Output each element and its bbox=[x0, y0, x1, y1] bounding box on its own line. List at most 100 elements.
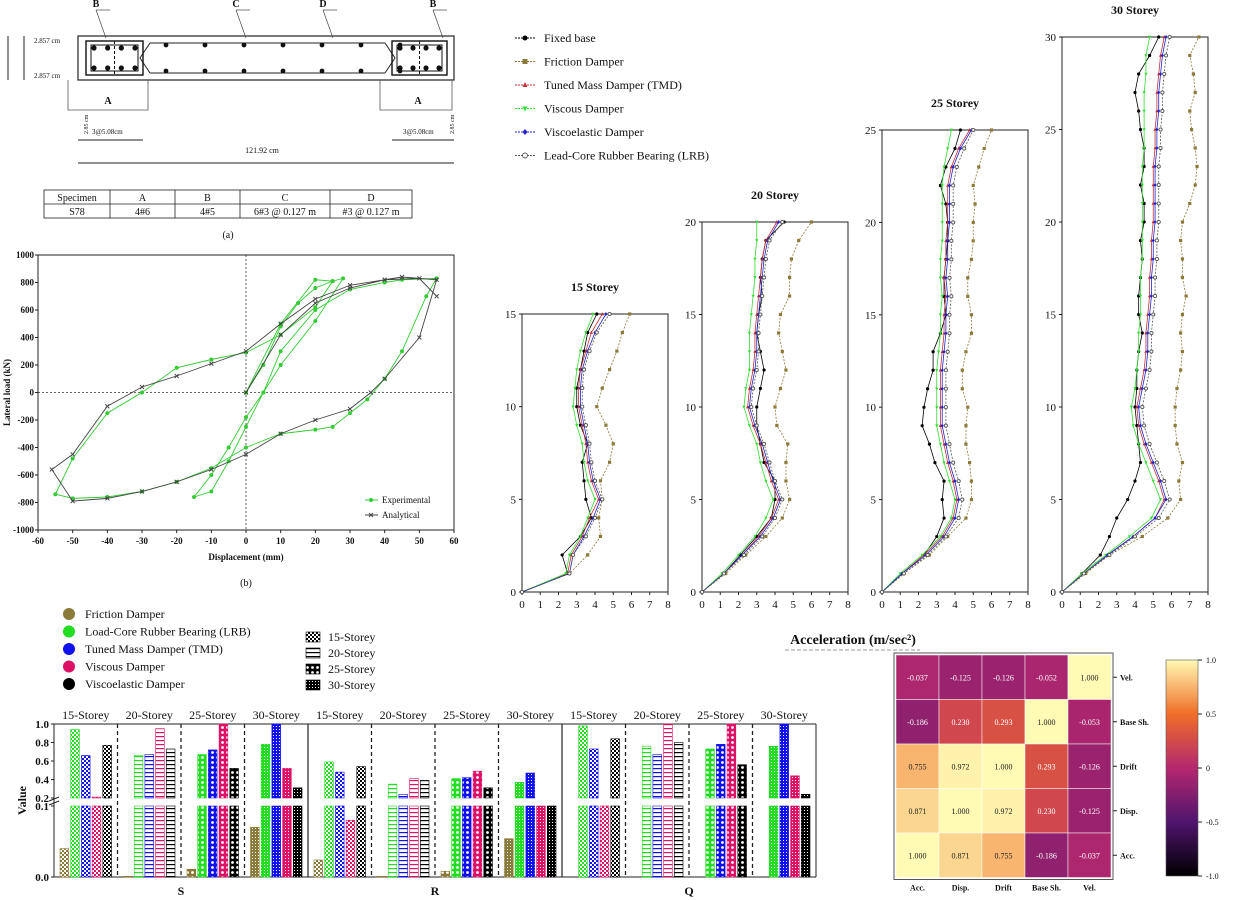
bar-legend-label-0: Friction Damper bbox=[85, 607, 165, 621]
leader-line bbox=[235, 9, 247, 39]
x-tick-label: 8 bbox=[845, 599, 851, 611]
bar-lower-R-0-2 bbox=[335, 805, 345, 878]
profile-point bbox=[1149, 349, 1154, 354]
legend-marker bbox=[522, 82, 528, 87]
profile-point bbox=[1129, 405, 1133, 409]
profile-point bbox=[1142, 146, 1146, 150]
heatmap-col-label: Drift bbox=[995, 884, 1012, 893]
profile-point bbox=[943, 368, 948, 373]
profile-point bbox=[1179, 238, 1183, 243]
table-cell-1: 4#6 bbox=[135, 207, 150, 218]
profile-point bbox=[1133, 479, 1137, 483]
bar-upper-R-0-4 bbox=[356, 766, 366, 799]
profile-point bbox=[927, 442, 932, 446]
profile-point bbox=[938, 332, 942, 336]
profile-point bbox=[744, 387, 748, 391]
profile-point bbox=[1189, 127, 1194, 132]
profile-point bbox=[960, 368, 964, 372]
data-point bbox=[192, 495, 196, 499]
storey-label: 30-Storey bbox=[253, 708, 300, 722]
profile-point bbox=[575, 423, 579, 428]
legend-marker bbox=[369, 498, 373, 502]
y-tick-label: 5 bbox=[691, 495, 697, 507]
data-point bbox=[434, 293, 439, 299]
pattern-legend-label-2: 25-Storey bbox=[328, 662, 375, 676]
profile-point bbox=[951, 201, 956, 206]
heatmap-value: 0.230 bbox=[952, 718, 970, 727]
heatmap-value: 0.755 bbox=[995, 851, 1013, 860]
profile-point bbox=[1177, 479, 1181, 483]
profile-line bbox=[1061, 36, 1161, 593]
profile-point bbox=[1162, 71, 1167, 77]
profile-point bbox=[935, 424, 939, 428]
data-point bbox=[347, 406, 353, 412]
profile-point bbox=[949, 516, 953, 520]
profile-point bbox=[982, 146, 986, 151]
rebar-dot bbox=[132, 45, 138, 51]
legend-dot bbox=[63, 625, 75, 638]
profile-line bbox=[521, 313, 603, 593]
profile-point bbox=[767, 460, 772, 465]
profile-point bbox=[1138, 423, 1143, 428]
profile-point bbox=[778, 312, 783, 317]
profile-point bbox=[947, 183, 952, 188]
profile-line bbox=[881, 129, 961, 593]
profile-point bbox=[758, 386, 763, 391]
bar-upper-S-1-4 bbox=[166, 748, 176, 799]
bar-y-tick-label: 0.0 bbox=[35, 872, 49, 884]
heatmap-value: -0.186 bbox=[907, 718, 928, 727]
profile-point bbox=[879, 589, 885, 595]
profile-point bbox=[755, 405, 759, 409]
profile-point bbox=[960, 387, 964, 391]
x-tick-label: 40 bbox=[380, 536, 390, 546]
profile-point bbox=[935, 405, 939, 410]
heatmap-value: 0.755 bbox=[909, 762, 927, 771]
bar-lower-Q-3-2 bbox=[779, 805, 789, 878]
bar-upper-S-2-3 bbox=[218, 723, 229, 799]
profile-point bbox=[969, 257, 974, 261]
y-tick-label: 0 bbox=[871, 587, 877, 599]
profile-point bbox=[1184, 294, 1188, 298]
profile-point bbox=[580, 386, 585, 391]
x-tick-label: 1 bbox=[718, 599, 724, 611]
x-tick-label: 3 bbox=[934, 599, 940, 611]
bar-lower-R-1-2 bbox=[398, 805, 408, 878]
rebar-dot bbox=[91, 45, 97, 51]
profile-point bbox=[764, 516, 768, 520]
detail-label-a-right: A bbox=[414, 96, 422, 107]
data-point bbox=[382, 280, 387, 285]
profile-point bbox=[989, 128, 994, 132]
profile-line bbox=[521, 313, 596, 593]
profile-point bbox=[1149, 516, 1154, 520]
profile-point bbox=[1157, 109, 1161, 113]
profile-point bbox=[772, 515, 778, 521]
profile-point bbox=[591, 312, 595, 316]
profile-point bbox=[608, 460, 612, 464]
y-tick-label: 600 bbox=[21, 305, 35, 315]
bar-y-tick-label: 0.6 bbox=[35, 756, 49, 768]
data-point bbox=[53, 492, 58, 497]
profile-point bbox=[567, 571, 572, 576]
profile-point bbox=[951, 165, 955, 169]
rebar-dot bbox=[118, 65, 124, 71]
profile-line bbox=[701, 221, 783, 593]
y-tick-label: 15 bbox=[1045, 310, 1057, 322]
profile-point bbox=[747, 424, 752, 428]
profile-point bbox=[964, 516, 968, 520]
profile-point bbox=[945, 349, 950, 354]
profile-point bbox=[969, 498, 974, 502]
heatmap-value: 0.293 bbox=[1038, 762, 1056, 771]
rebar-dot bbox=[91, 65, 97, 71]
profile-point bbox=[940, 221, 944, 225]
bar-upper-R-1-1 bbox=[387, 783, 398, 799]
profile-point bbox=[788, 294, 792, 298]
legend-marker bbox=[522, 152, 528, 159]
profile-point bbox=[938, 535, 942, 539]
heatmap-cell-0-1 bbox=[938, 654, 983, 700]
colorbar bbox=[1165, 659, 1199, 877]
profile-point bbox=[1126, 497, 1130, 502]
bar-lower-S-2-1 bbox=[197, 805, 207, 878]
rebar-dot bbox=[397, 42, 403, 48]
profile-point bbox=[1140, 165, 1144, 169]
data-point bbox=[417, 335, 422, 340]
